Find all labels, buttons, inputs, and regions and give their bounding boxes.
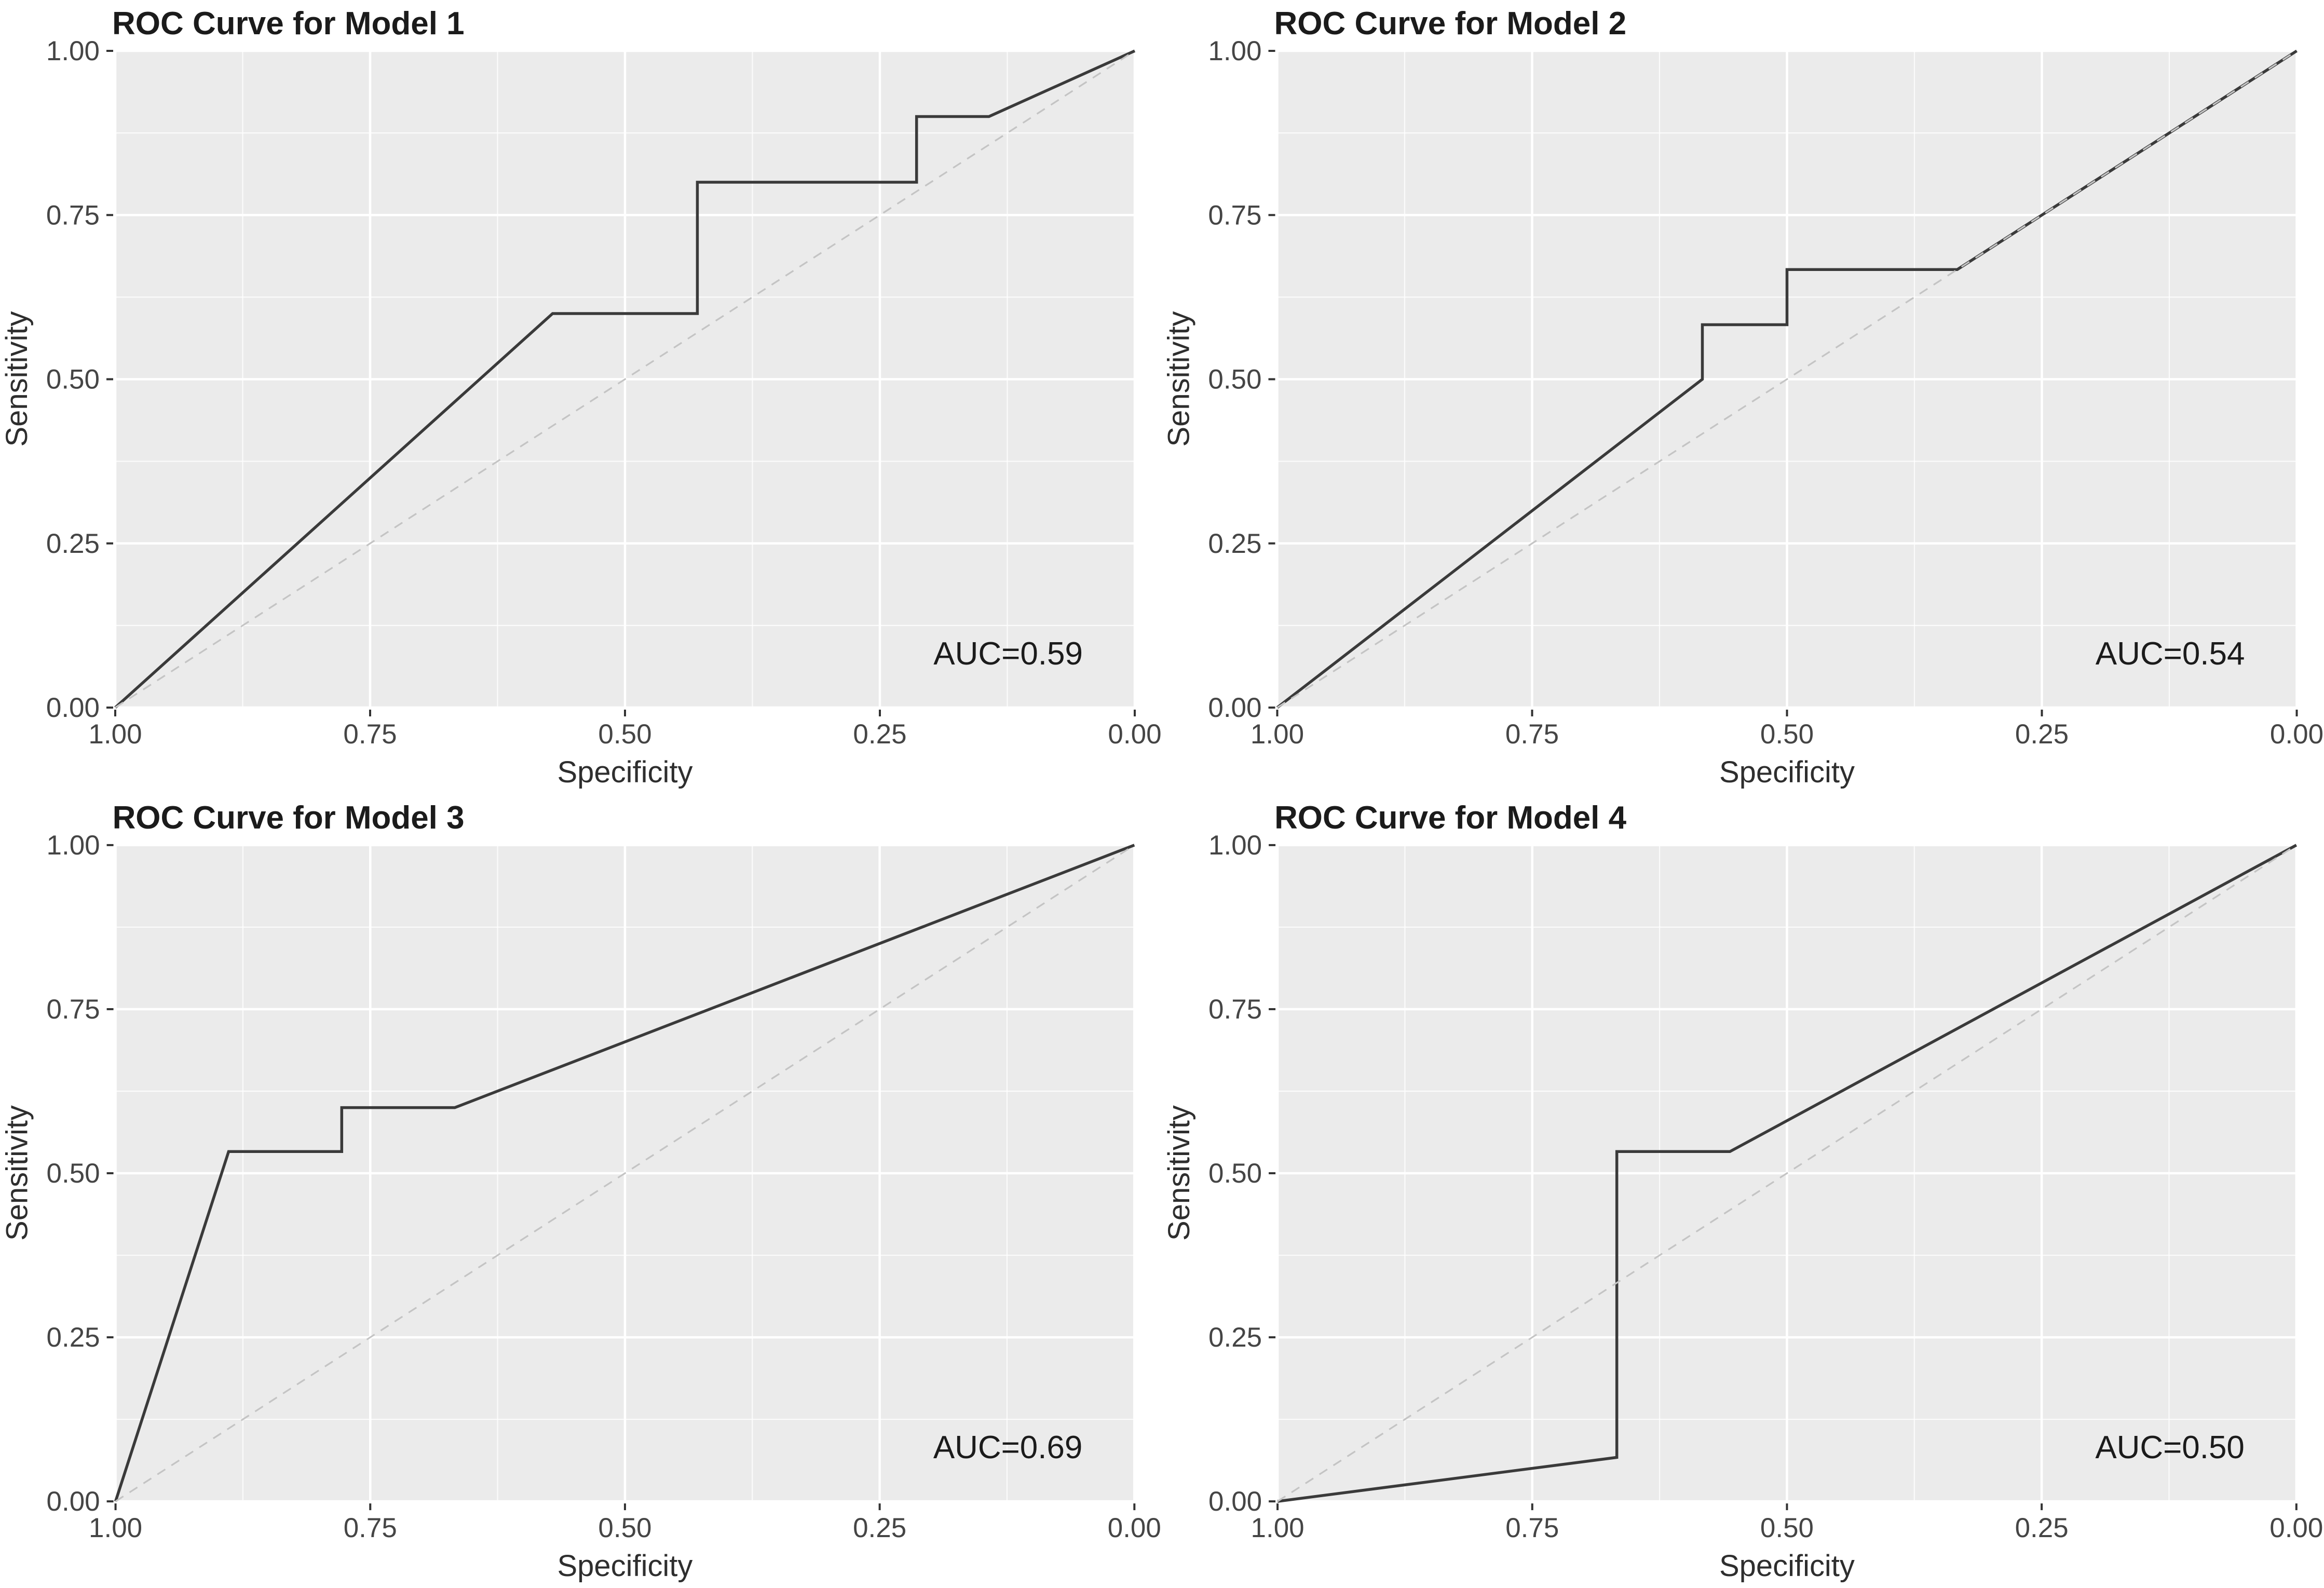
x-tick-label: 1.00: [89, 1513, 142, 1543]
roc-chart-model-4: 1.00 0.75 0.50 0.25 0.000.000.250.500.751.00…: [1163, 800, 2323, 1583]
x-tick-label: 0.00: [2270, 719, 2323, 750]
y-tick-label: 0.00: [47, 1486, 100, 1517]
y-tick-label: 1.00: [47, 830, 100, 861]
roc-panel-model-3: 1.00 0.75 0.50 0.25 0.00 0.00 0.25 0.50 0.75 1.00…: [0, 794, 1162, 1588]
y-tick-label: 0.50: [1208, 1158, 1262, 1189]
y-tick-label: 0.75: [46, 200, 100, 230]
x-tick-label: 0.75: [343, 719, 397, 750]
y-tick-label: 0.25: [46, 528, 100, 559]
x-axis-title: Specificity: [557, 755, 692, 789]
chart-title: ROC Curve for Model 1: [112, 6, 465, 42]
x-tick-label: 0.00: [1108, 719, 1161, 750]
x-tick-label: 0.50: [598, 719, 651, 750]
y-tick-label: 1.00: [1208, 830, 1262, 861]
roc-curve: [1276, 49, 2298, 709]
roc-chart-model-3: 1.00 0.75 0.50 0.25 0.000.000.250.500.751.00…: [1, 800, 1161, 1583]
roc-chart-model-2: 1.00 0.75 0.50 0.25 0.000.000.250.500.751.00…: [1162, 6, 2324, 789]
reference-diagonal-line: [115, 50, 1135, 709]
y-tick-label: 0.25: [47, 1322, 100, 1353]
y-tick-label: 0.75: [1208, 994, 1262, 1025]
x-tick-label: 0.50: [598, 1513, 651, 1543]
x-tick-label: 0.50: [1760, 719, 1814, 750]
auc-label: AUC=0.59: [933, 636, 1083, 672]
roc-panel-model-2: 1.00 0.75 0.50 0.25 0.00 0.00 0.25 0.50 0.75 1.00…: [1162, 0, 2324, 794]
x-tick-label: 1.00: [1251, 719, 1304, 750]
roc-panel-model-1: 1.00 0.75 0.50 0.25 0.00 0.00 0.25 0.50 0.75 1.00…: [0, 0, 1162, 794]
plot-area: 1.00 0.75 0.50 0.25 0.00 0.00 0.25 0.50 0.75 1.00: [1208, 830, 2323, 1543]
y-tick-label: 0.75: [47, 994, 100, 1025]
x-tick-label: 0.50: [1760, 1513, 1814, 1543]
y-tick-label: 0.50: [47, 1158, 100, 1189]
roc-curve: [1277, 844, 2298, 1503]
x-tick-label: 0.25: [2015, 719, 2069, 750]
x-axis-title: Specificity: [558, 1550, 693, 1583]
x-tick-label: 1.00: [88, 719, 142, 750]
reference-diagonal-line: [115, 844, 1135, 1502]
x-tick-label: 1.00: [1251, 1513, 1304, 1543]
auc-label: AUC=0.50: [2095, 1430, 2245, 1465]
y-tick-label: 0.25: [1208, 528, 1261, 559]
roc-chart-model-1: 1.00 0.75 0.50 0.25 0.000.000.250.500.751.00…: [0, 6, 1162, 789]
x-tick-label: 0.00: [1108, 1513, 1161, 1543]
y-tick-label: 1.00: [1208, 36, 1261, 66]
x-tick-label: 0.25: [2015, 1513, 2069, 1543]
x-tick-label: 0.75: [1505, 1513, 1559, 1543]
y-axis-title: Sensitivity: [0, 311, 34, 446]
x-tick-label: 0.25: [853, 719, 906, 750]
x-tick-label: 0.75: [344, 1513, 397, 1543]
auc-label: AUC=0.54: [2096, 636, 2245, 672]
plot-area: 1.00 0.75 0.50 0.25 0.00 0.00 0.25 0.50 0.75 1.00: [47, 830, 1161, 1543]
y-tick-label: 0.50: [1208, 364, 1261, 395]
x-tick-label: 0.75: [1505, 719, 1559, 750]
y-axis-title: Sensitivity: [1163, 1105, 1196, 1241]
chart-title: ROC Curve for Model 3: [113, 800, 465, 836]
chart-title: ROC Curve for Model 4: [1274, 800, 1627, 836]
y-tick-label: 0.00: [46, 693, 100, 723]
y-tick-label: 0.75: [1208, 200, 1261, 230]
y-axis-title: Sensitivity: [1162, 311, 1196, 446]
roc-curve: [114, 844, 1135, 1502]
y-tick-label: 0.25: [1208, 1322, 1262, 1353]
plot-area: 1.00 0.75 0.50 0.25 0.00 0.00 0.25 0.50 0.75 1.00: [1208, 36, 2323, 750]
y-tick-label: 0.00: [1208, 1486, 1262, 1517]
y-axis-title: Sensitivity: [1, 1105, 34, 1241]
x-axis-title: Specificity: [1719, 1550, 1855, 1583]
y-tick-label: 1.00: [46, 36, 100, 66]
roc-panel-model-4: 1.00 0.75 0.50 0.25 0.00 0.00 0.25 0.50 0.75 1.00…: [1162, 794, 2324, 1588]
plot-area: 1.00 0.75 0.50 0.25 0.00 0.00 0.25 0.50 0.75 1.00: [46, 36, 1162, 750]
x-tick-label: 0.25: [853, 1513, 906, 1543]
y-tick-label: 0.00: [1208, 693, 1261, 723]
x-tick-label: 0.00: [2269, 1513, 2323, 1543]
x-axis-title: Specificity: [1719, 755, 1855, 789]
auc-label: AUC=0.69: [933, 1430, 1082, 1465]
chart-title: ROC Curve for Model 2: [1274, 6, 1627, 42]
roc-curve: [114, 49, 1136, 709]
reference-diagonal-line: [1276, 50, 2298, 709]
y-tick-label: 0.50: [46, 364, 100, 395]
reference-diagonal-line: [1277, 844, 2297, 1502]
